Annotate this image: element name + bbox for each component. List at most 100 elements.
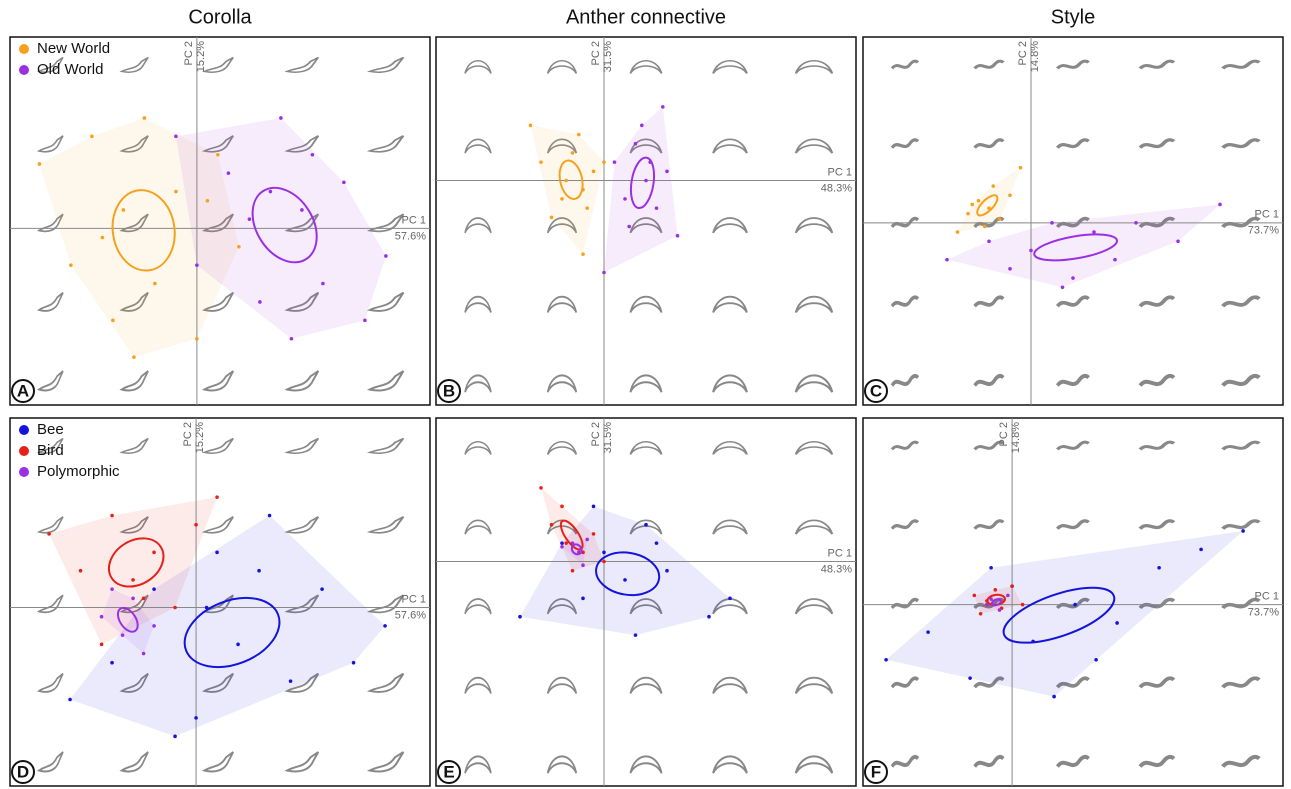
point	[342, 181, 346, 185]
point	[320, 587, 324, 591]
point	[1071, 276, 1075, 280]
point	[1073, 603, 1077, 607]
point	[90, 135, 94, 139]
point	[290, 337, 294, 341]
point	[132, 355, 136, 359]
point	[1115, 621, 1119, 625]
point	[383, 624, 387, 628]
point	[977, 199, 981, 203]
legend-label: New World	[37, 40, 110, 57]
legend-label: Bird	[37, 442, 64, 459]
y-variance: 14.8%	[1029, 41, 1041, 72]
legend-label: Old World	[37, 61, 103, 78]
point	[289, 679, 293, 683]
point	[279, 116, 283, 120]
point	[1019, 166, 1023, 170]
point	[248, 217, 252, 221]
point	[970, 203, 974, 207]
point	[206, 199, 210, 203]
point	[627, 225, 631, 229]
x-axis-label: PC 1	[828, 547, 852, 559]
point	[216, 153, 220, 157]
figure: Corolla Anther connective Style PC 157.6…	[0, 0, 1291, 789]
point	[237, 245, 241, 249]
point	[539, 486, 543, 490]
y-axis-label: PC 2	[590, 422, 602, 446]
point	[623, 197, 627, 201]
point	[602, 551, 606, 555]
point	[1008, 267, 1012, 271]
point	[257, 569, 261, 573]
point	[640, 124, 644, 128]
point	[592, 532, 596, 536]
y-axis-label: PC 2	[183, 41, 195, 65]
point	[983, 225, 987, 229]
point	[571, 569, 575, 573]
point	[539, 160, 543, 164]
point	[994, 588, 998, 592]
panel: PC 157.6%PC 215.2%New WorldOld WorldA	[10, 37, 430, 405]
point	[577, 133, 581, 137]
point	[174, 190, 178, 194]
y-axis-label: PC 2	[590, 41, 602, 65]
x-axis-label: PC 1	[828, 166, 852, 178]
legend-marker	[19, 425, 29, 435]
x-variance: 57.6%	[395, 230, 426, 242]
x-variance: 73.7%	[1248, 225, 1279, 237]
point	[592, 170, 596, 174]
panel: PC 157.6%PC 215.2%BeeBirdPolymorphicD	[10, 418, 430, 786]
point	[352, 661, 356, 665]
point	[634, 633, 638, 637]
point	[623, 578, 627, 582]
column-title: Style	[1051, 6, 1095, 28]
point	[215, 551, 219, 555]
point	[1010, 584, 1014, 588]
panel-letter: D	[17, 762, 29, 781]
x-variance: 57.6%	[395, 609, 426, 621]
y-variance: 31.5%	[602, 422, 614, 453]
point	[69, 263, 73, 267]
x-variance: 73.7%	[1248, 606, 1279, 618]
point	[1199, 548, 1203, 552]
point	[79, 569, 83, 573]
point	[311, 153, 315, 157]
point	[194, 716, 198, 720]
point	[142, 652, 146, 656]
point	[956, 230, 960, 234]
point	[665, 170, 669, 174]
point	[676, 234, 680, 238]
x-axis-label: PC 1	[402, 214, 426, 226]
point	[661, 105, 665, 109]
point	[581, 563, 585, 567]
legend-marker	[19, 446, 29, 456]
legend-marker	[19, 467, 29, 477]
point	[644, 179, 648, 183]
point	[998, 217, 1002, 221]
legend-marker	[19, 65, 29, 75]
point	[143, 116, 147, 120]
point	[236, 643, 240, 647]
y-axis-label: PC 2	[998, 422, 1010, 446]
point	[194, 523, 198, 527]
point	[384, 254, 388, 258]
point	[152, 624, 156, 628]
point	[101, 236, 105, 240]
point	[153, 282, 157, 286]
point	[100, 615, 104, 619]
point	[1061, 285, 1065, 289]
point	[665, 569, 669, 573]
point	[215, 495, 219, 499]
y-variance: 14.8%	[1010, 422, 1022, 453]
x-axis-label: PC 1	[1255, 590, 1279, 602]
point	[1029, 249, 1033, 253]
column-title: Anther connective	[566, 6, 726, 28]
panel: PC 173.7%PC 214.8%F	[863, 418, 1283, 786]
panel-letter: C	[870, 381, 882, 400]
point	[581, 597, 585, 601]
point	[152, 551, 156, 555]
point	[884, 658, 888, 662]
y-variance: 15.2%	[194, 422, 206, 453]
point	[560, 197, 564, 201]
point	[1008, 193, 1012, 197]
x-variance: 48.3%	[821, 563, 852, 575]
